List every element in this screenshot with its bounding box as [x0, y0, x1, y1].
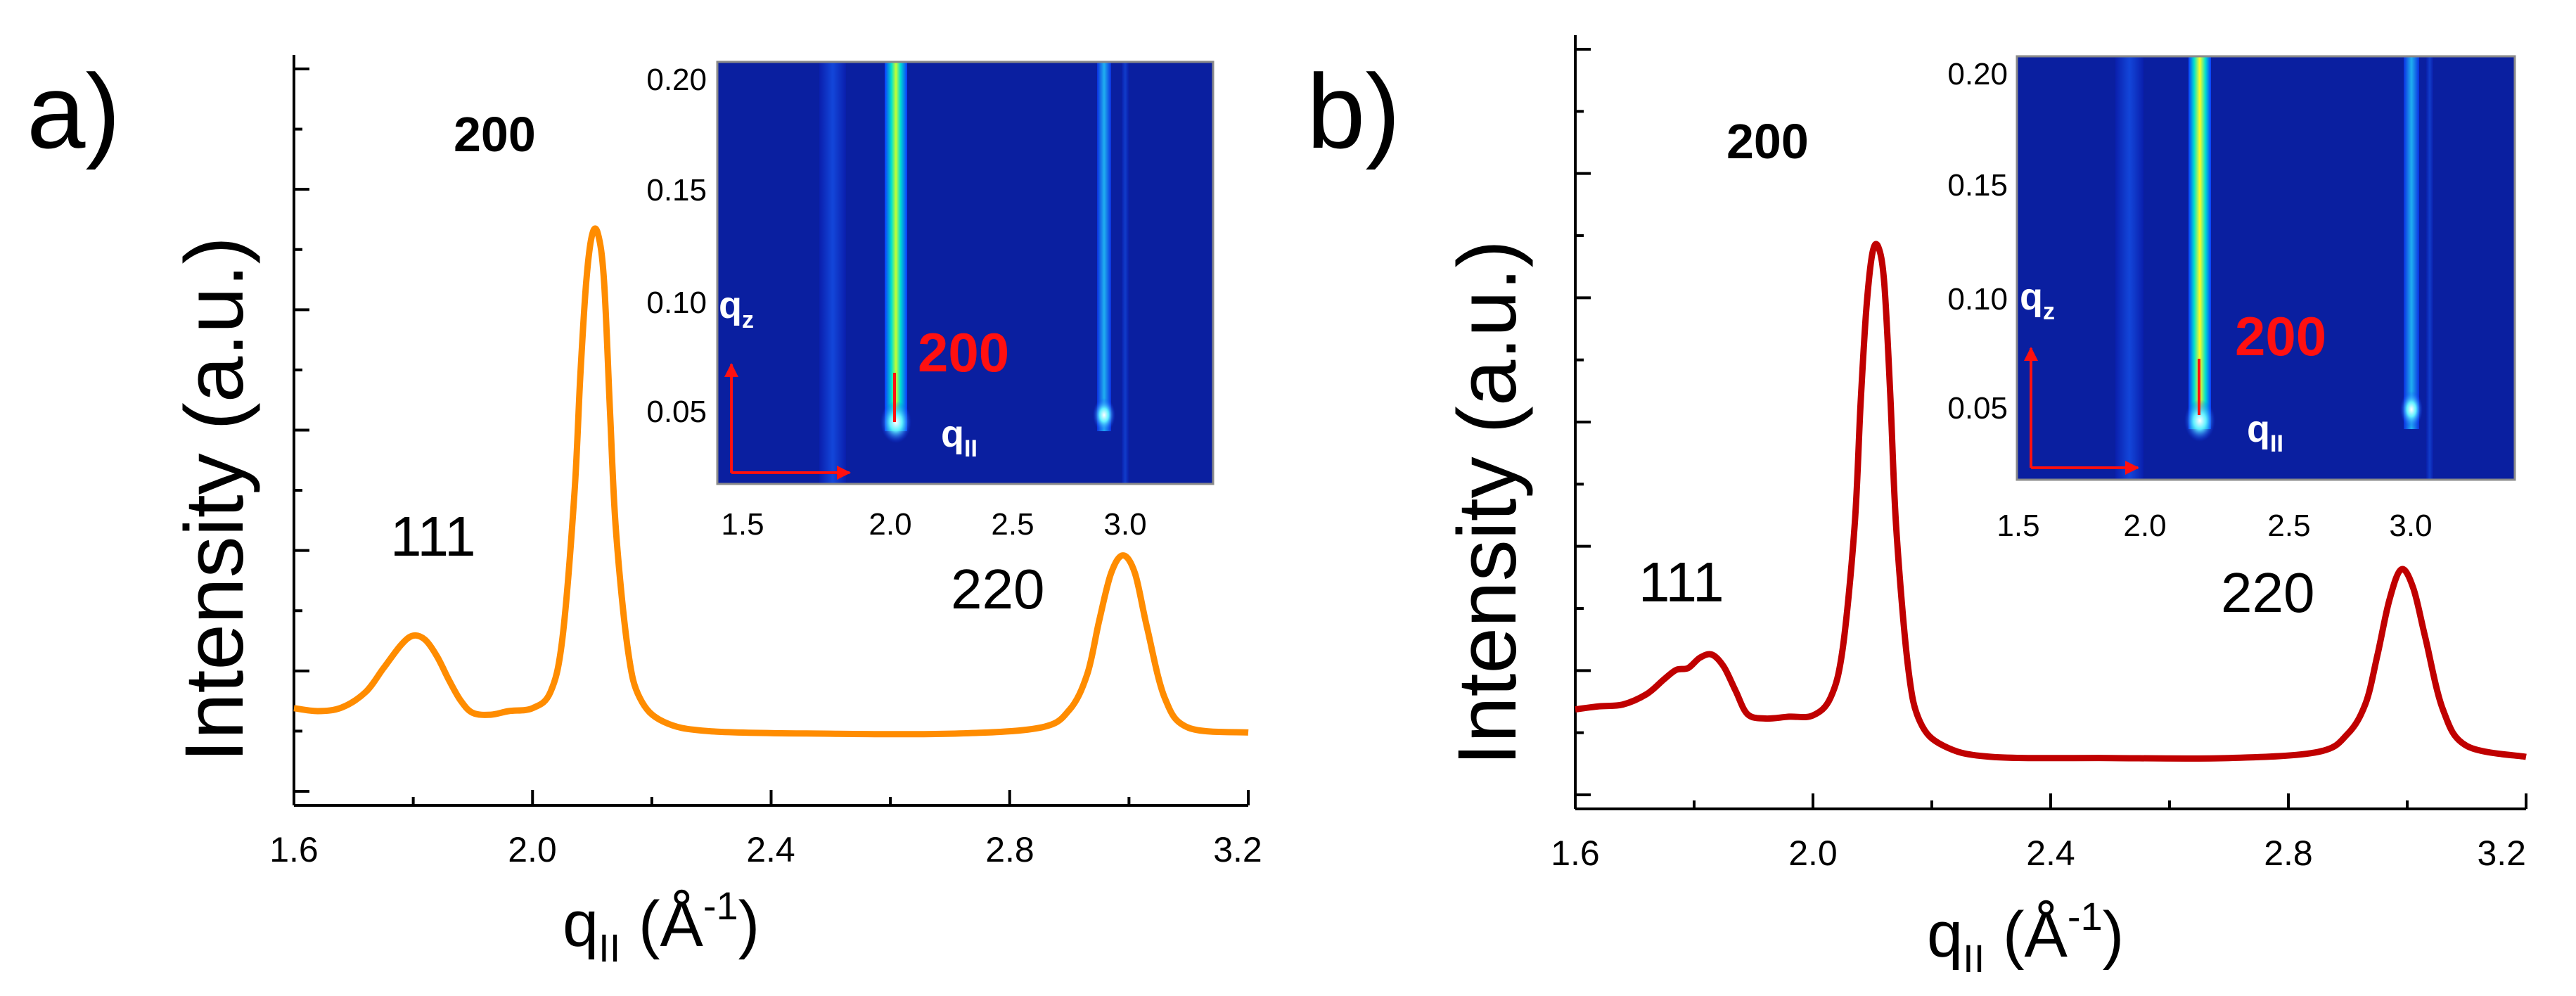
panel-a-letter: a): [27, 52, 120, 170]
panel-b-letter: b): [1307, 52, 1400, 170]
panel-a-inset-streak-220: [1097, 62, 1111, 431]
panel-a-x-tick-label: 2.4: [746, 830, 795, 869]
panel-a-inset-x-tick-label: 3.0: [1103, 507, 1146, 542]
panel-a-inset-y-tick-label: 0.05: [646, 395, 707, 429]
panel-b-x-tick-label: 1.6: [1551, 834, 1600, 873]
panel-a-inset-y-tick-label: 0.15: [646, 173, 707, 208]
panel-a-x-tick-label: 1.6: [269, 830, 319, 869]
panel-b-peak-label-111: 111: [1639, 551, 1724, 613]
panel-a-inset-200-label: 200: [918, 321, 1009, 383]
panel-b-inset-x-tick-label: 3.0: [2389, 509, 2432, 543]
panel-b-inset-y-tick-label: 0.05: [1947, 391, 2008, 426]
panel-a-x-tick-label: 2.8: [985, 830, 1034, 869]
panel-a-x-tick-label: 2.0: [508, 830, 557, 869]
panel-b-inset-qpar-label: qII: [2247, 408, 2283, 457]
panel-b: b) Intensity (a.u.) 1.6 2.0 2.4 2.8 3.2 …: [1307, 35, 2527, 981]
panel-a-inset-streak-200: [885, 62, 907, 431]
panel-a-inset-x-tick-label: 1.5: [721, 507, 764, 542]
panel-a-peak-label-220: 220: [951, 558, 1044, 620]
panel-b-peak-label-200: 200: [1726, 114, 1809, 169]
panel-a-inset-qz-label: qz: [719, 284, 754, 333]
panel-b-y-axis-label: Intensity (a.u.): [1441, 240, 1534, 766]
panel-b-inset-spot: [2184, 400, 2215, 442]
panel-a-inset-qpar-label: qII: [941, 413, 978, 462]
panel-a-inset-x-tick-label: 2.5: [991, 507, 1034, 542]
panel-b-inset-y-tick-label: 0.15: [1947, 168, 2008, 203]
panel-b-peak-label-220: 220: [2221, 561, 2314, 624]
panel-a-inset-spot: [1093, 398, 1115, 432]
panel-a-inset-map: [717, 62, 1213, 484]
panel-b-inset-streak-220: [2404, 56, 2419, 429]
panel-b-x-tick-label: 2.8: [2264, 834, 2313, 873]
panel-b-x-tick-label: 2.4: [2026, 834, 2075, 873]
panel-a-peak-label-200: 200: [454, 107, 536, 162]
panel-a-inset-y-tick-label: 0.10: [646, 286, 707, 320]
panel-b-inset-x-tick-label: 1.5: [1997, 509, 2039, 543]
panel-a-inset-y-tick-label: 0.20: [646, 63, 707, 97]
panel-b-series-line: [1575, 241, 2527, 762]
panel-b-inset-faint-streak: [2115, 56, 2144, 480]
panel-b-x-axis-label: qII (Å-1): [1927, 894, 2124, 981]
panel-b-x-tick-label: 3.2: [2477, 834, 2526, 873]
panel-a-inset-x-tick-label: 2.0: [869, 507, 911, 542]
panel-b-inset-x-tick-label: 2.5: [2267, 509, 2310, 543]
panel-a: a) Intensity (a.u.) 1.6 2.0 2.4 2.8 3.2 …: [27, 52, 1262, 970]
panel-a-x-ticks: [293, 790, 1250, 805]
panel-b-x-tick-label: 2.0: [1788, 834, 1838, 873]
panel-b-inset-y-tick-label: 0.10: [1947, 282, 2008, 317]
panel-b-inset-spot: [2400, 391, 2423, 428]
panel-b-inset-y-tick-label: 0.20: [1947, 57, 2008, 91]
panel-a-inset-faint-streak: [819, 62, 846, 484]
panel-a-y-axis-label: Intensity (a.u.): [168, 236, 261, 762]
panel-a-inset-frame: [716, 60, 1215, 485]
panel-b-inset: 0.20 0.15 0.10 0.05 1.5 2.0 2.5 3.0 qz q…: [1947, 55, 2516, 543]
panel-a-y-ticks: [294, 68, 309, 793]
panel-a-inset: 0.20 0.15 0.10 0.05 1.5 2.0 2.5 3.0 qz q…: [646, 60, 1215, 542]
panel-a-series-line: [293, 225, 1249, 738]
panel-a-peak-label-111: 111: [390, 505, 476, 568]
panel-b-inset-faint-streak: [2426, 56, 2433, 480]
panel-b-inset-x-tick-label: 2.0: [2123, 509, 2166, 543]
panel-a-inset-faint-streak: [1122, 62, 1129, 484]
panel-b-inset-qz-label: qz: [2020, 276, 2055, 325]
panel-b-y-ticks: [1575, 48, 1591, 796]
panel-a-x-tick-label: 3.2: [1213, 830, 1262, 869]
panel-b-inset-200-label: 200: [2235, 305, 2326, 367]
panel-b-x-ticks: [1574, 793, 2527, 809]
panel-a-x-axis-label: qII (Å-1): [563, 883, 760, 970]
panel-b-inset-frame: [2016, 55, 2516, 481]
